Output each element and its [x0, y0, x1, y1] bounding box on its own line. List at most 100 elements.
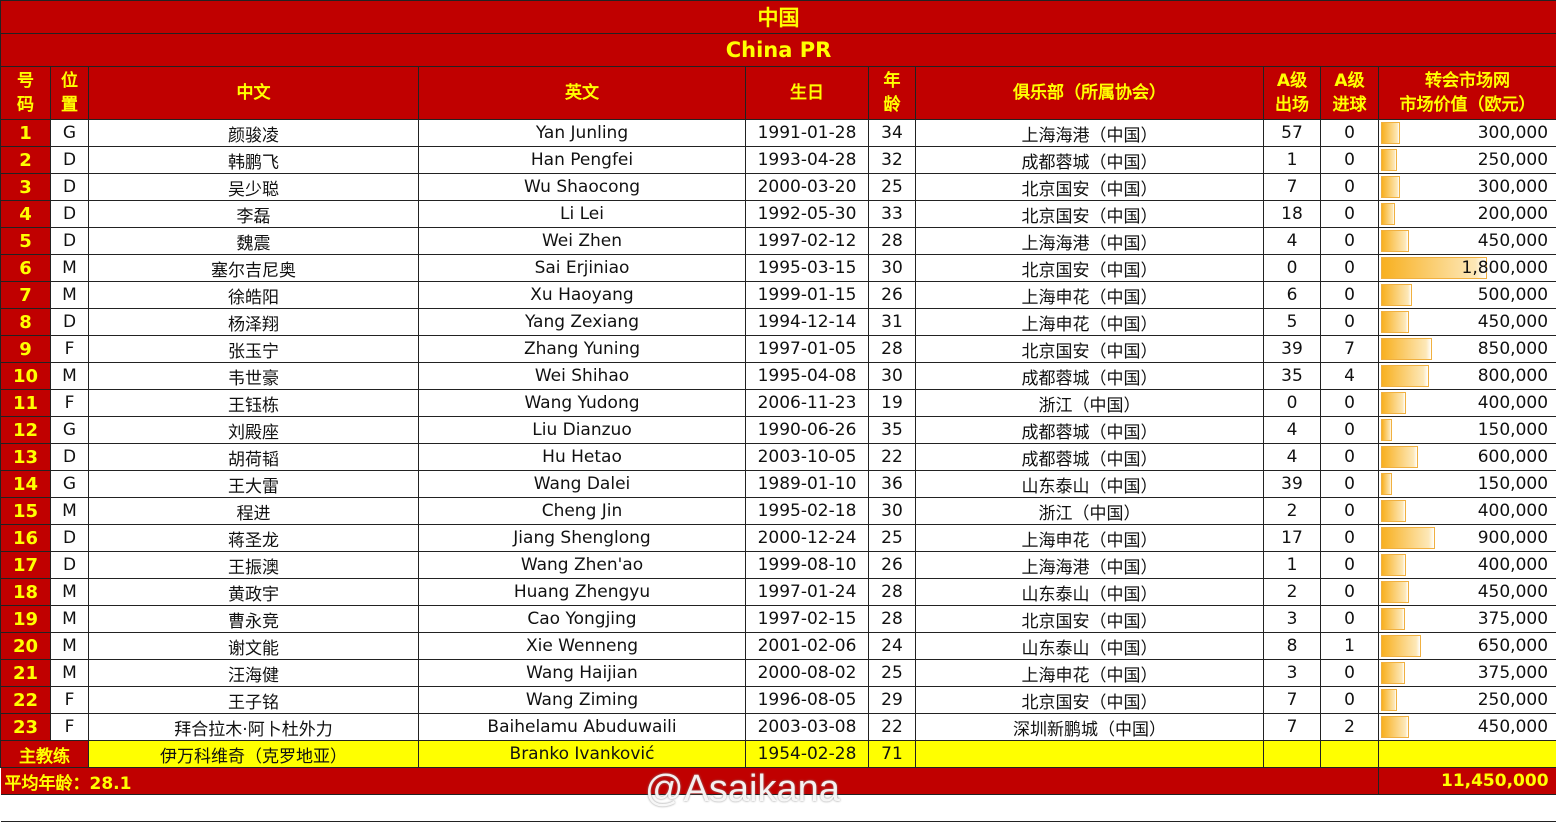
cell-age: 30 [868, 362, 916, 390]
cell-cn: 塞尔吉尼奥 [88, 254, 419, 282]
cell-age: 30 [868, 254, 916, 282]
market-value-bar [1381, 554, 1407, 576]
cell-market-value: 150,000 [1377, 470, 1556, 498]
cell-cn: 韦世豪 [88, 362, 419, 390]
cell-en: Jiang Shenglong [418, 524, 746, 552]
cell-market-value: 600,000 [1377, 443, 1556, 471]
cell-num: 5 [0, 227, 51, 255]
cell-market-value: 375,000 [1377, 659, 1556, 687]
cell-goals: 0 [1320, 524, 1379, 552]
cell-num: 16 [0, 524, 51, 552]
header-en: 英文 [418, 66, 746, 120]
table-row: 11 F 王钰栋 Wang Yudong 2006-11-23 19 浙江（中国） 0 0 400… [0, 389, 1556, 417]
market-value-bar [1381, 473, 1392, 495]
market-value-bar [1381, 122, 1401, 144]
cell-en: Cheng Jin [418, 497, 746, 525]
cell-num: 11 [0, 389, 51, 417]
header-dob: 生日 [745, 66, 869, 120]
cell-market-value: 400,000 [1377, 551, 1556, 579]
coach-label: 主教练 [0, 740, 89, 768]
table-row: 2 D 韩鹏飞 Han Pengfei 1993-04-28 32 成都蓉城（中国） 1 0 25… [0, 146, 1556, 174]
cell-age: 28 [868, 605, 916, 633]
cell-num: 15 [0, 497, 51, 525]
cell-goals: 0 [1320, 146, 1379, 174]
header-cn: 中文 [88, 66, 419, 120]
cell-goals: 0 [1320, 200, 1379, 228]
cell-cn: 王钰栋 [88, 389, 419, 417]
cell-caps: 18 [1263, 200, 1321, 228]
cell-num: 1 [0, 119, 51, 147]
cell-pos: M [50, 281, 89, 309]
cell-market-value: 650,000 [1377, 632, 1556, 660]
cell-club: 山东泰山（中国） [915, 632, 1264, 660]
cell-pos: G [50, 470, 89, 498]
cell-en: Wu Shaocong [418, 173, 746, 201]
cell-club: 成都蓉城（中国） [915, 443, 1264, 471]
cell-en: Li Lei [418, 200, 746, 228]
cell-en: Sai Erjiniao [418, 254, 746, 282]
cell-en: Wei Shihao [418, 362, 746, 390]
cell-cn: 谢文能 [88, 632, 419, 660]
cell-age: 19 [868, 389, 916, 417]
cell-cn: 王子铭 [88, 686, 419, 714]
cell-goals: 0 [1320, 443, 1379, 471]
cell-age: 28 [868, 578, 916, 606]
cell-age: 30 [868, 497, 916, 525]
cell-en: Huang Zhengyu [418, 578, 746, 606]
cell-pos: M [50, 578, 89, 606]
cell-num: 12 [0, 416, 51, 444]
cell-pos: F [50, 335, 89, 363]
cell-cn: 胡荷韬 [88, 443, 419, 471]
cell-caps: 1 [1263, 551, 1321, 579]
cell-club: 成都蓉城（中国） [915, 416, 1264, 444]
cell-club: 上海海港（中国） [915, 119, 1264, 147]
cell-num: 7 [0, 281, 51, 309]
cell-pos: F [50, 389, 89, 417]
cell-age: 28 [868, 227, 916, 255]
cell-market-value: 450,000 [1377, 227, 1556, 255]
cell-goals: 0 [1320, 578, 1379, 606]
cell-cn: 刘殿座 [88, 416, 419, 444]
table-row: 19 M 曹永竞 Cao Yongjing 1997-02-15 28 北京国安（中国） 3 0… [0, 605, 1556, 633]
cell-goals: 4 [1320, 362, 1379, 390]
market-value-text: 250,000 [1477, 690, 1549, 710]
cell-caps: 7 [1263, 686, 1321, 714]
cell-caps: 57 [1263, 119, 1321, 147]
cell-goals: 0 [1320, 281, 1379, 309]
market-value-bar [1381, 230, 1409, 252]
market-value-bar [1381, 419, 1392, 441]
cell-pos: D [50, 227, 89, 255]
cell-num: 14 [0, 470, 51, 498]
cell-age: 24 [868, 632, 916, 660]
cell-caps: 2 [1263, 497, 1321, 525]
cell-en: Xie Wenneng [418, 632, 746, 660]
cell-caps: 7 [1263, 713, 1321, 741]
table-row: 16 D 蒋圣龙 Jiang Shenglong 2000-12-24 25 上海申花（中国… [0, 524, 1556, 552]
table-row: 20 M 谢文能 Xie Wenneng 2001-02-06 24 山东泰山（中国） 8 1 6… [0, 632, 1556, 660]
market-value-bar [1381, 392, 1407, 414]
cell-caps: 0 [1263, 389, 1321, 417]
market-value-text: 900,000 [1477, 528, 1549, 548]
market-value-bar [1381, 635, 1421, 657]
market-value-bar [1381, 662, 1405, 684]
cell-en: Wang Yudong [418, 389, 746, 417]
cell-goals: 0 [1320, 497, 1379, 525]
market-value-text: 800,000 [1477, 366, 1549, 386]
footer-row: 平均年龄：28.1 11,450,000 [0, 767, 1556, 795]
total-market-value: 11,450,000 [1377, 767, 1556, 795]
cell-goals: 0 [1320, 308, 1379, 336]
cell-dob: 1993-04-28 [745, 146, 869, 174]
cell-cn: 李磊 [88, 200, 419, 228]
table-row: 8 D 杨泽翔 Yang Zexiang 1994-12-14 31 上海申花（中国） 5 0 4… [0, 308, 1556, 336]
cell-dob: 2003-03-08 [745, 713, 869, 741]
cell-cn: 颜骏凌 [88, 119, 419, 147]
table-row: 14 G 王大雷 Wang Dalei 1989-01-10 36 山东泰山（中国） 39 0 1… [0, 470, 1556, 498]
header-market-value: 转会市场网 市场价值（欧元） [1377, 66, 1556, 120]
table-row: 15 M 程进 Cheng Jin 1995-02-18 30 浙江（中国） 2 0 400,00… [0, 497, 1556, 525]
market-value-text: 375,000 [1477, 609, 1549, 629]
cell-club: 北京国安（中国） [915, 254, 1264, 282]
header-club: 俱乐部（所属协会） [915, 66, 1264, 120]
cell-num: 19 [0, 605, 51, 633]
cell-dob: 1991-01-28 [745, 119, 869, 147]
cell-caps: 6 [1263, 281, 1321, 309]
